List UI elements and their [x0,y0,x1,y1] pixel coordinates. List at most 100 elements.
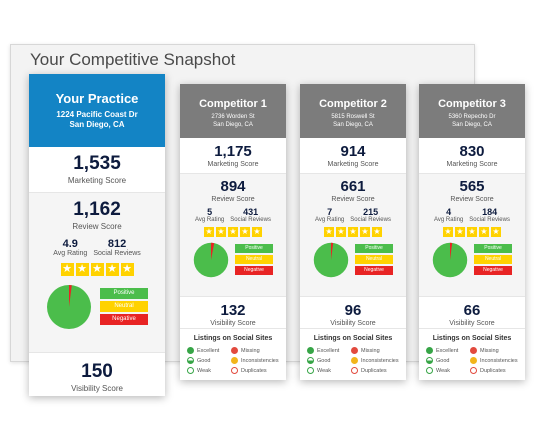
star-icon: ★ [216,227,226,237]
sentiment-legend: Positive Neutral Negative [474,243,512,277]
listing-duplicates-label: Duplicates [361,367,387,374]
star-rating: ★ ★ ★ ★ ★ [300,227,406,237]
sentiment-legend: Positive Neutral Negative [100,287,148,327]
star-icon: ★ [491,227,501,237]
missing-icon [351,347,358,354]
listing-excellent-label: Excellent [197,347,220,354]
listing-inconsistencies: Inconsistencies [231,357,286,364]
listings-section: Listings on Social Sites Excellent Missi… [300,329,406,374]
social-reviews-value: 812 [107,238,127,250]
visibility-score-label: Visibility Score [449,320,495,327]
negative-tag: Negative [235,265,273,275]
listing-good: Good [187,357,231,364]
duplicates-icon [470,367,477,374]
practice-address-line1: 1224 Pacific Coast Dr [56,110,138,119]
sentiment-pie-chart [432,242,468,278]
listing-missing: Missing [470,347,525,354]
social-reviews-label: Social Reviews [469,217,510,223]
avg-rating-stat: 4.9 Avg Rating [53,239,88,258]
sentiment-pie-negative [331,242,334,260]
competitor-address-line2: San Diego, CA [333,122,373,128]
competitor-card-3: Competitor 3 5360 Repecho Dr San Diego, … [419,84,525,380]
negative-tag: Negative [100,313,148,325]
listing-duplicates-label: Duplicates [480,367,506,374]
sentiment-pie-positive [193,242,229,278]
sentiment-pie-chart [47,285,91,329]
visibility-score-label: Visibility Score [210,320,256,327]
duplicates-icon [231,367,238,374]
visibility-score-label: Visibility Score [330,320,376,327]
star-icon: ★ [467,227,477,237]
listing-good: Good [307,357,351,364]
rating-stats: 5 Avg Rating 431 Social Reviews [180,207,286,224]
listing-weak: Weak [187,367,231,374]
listing-weak-label: Weak [197,367,211,374]
avg-rating-value: 7 [327,207,333,217]
social-reviews-value: 431 [243,207,259,217]
inconsistencies-icon [231,357,238,364]
visibility-section: 66 Visibility Score [419,297,525,329]
listing-inconsistencies: Inconsistencies [351,357,406,364]
positive-tag: Positive [100,287,148,299]
listings-legend: Excellent Missing Good Inconsistencies W… [180,347,286,374]
star-icon: ★ [120,263,134,276]
marketing-score-value: 1,535 [73,153,121,174]
avg-rating-value: 5 [207,207,213,217]
listing-duplicates: Duplicates [351,367,406,374]
listing-missing: Missing [351,347,406,354]
inconsistencies-icon [351,357,358,364]
listing-good-label: Good [317,357,331,364]
sentiment-block: Positive Neutral Negative [29,284,165,330]
excellent-icon [426,347,433,354]
sentiment-pie-chart [313,242,349,278]
social-reviews-value: 184 [482,207,498,217]
review-score-value: 565 [459,178,485,195]
good-icon [426,357,433,364]
avg-rating-label: Avg Rating [53,250,88,257]
practice-address-line2: San Diego, CA [69,120,125,129]
listing-inconsistencies-label: Inconsistencies [480,357,518,364]
negative-tag: Negative [355,265,393,275]
sentiment-legend: Positive Neutral Negative [355,243,393,277]
inconsistencies-icon [470,357,477,364]
marketing-score-label: Marketing Score [67,176,127,185]
visibility-section: 132 Visibility Score [180,297,286,329]
review-score-value: 661 [340,178,366,195]
competitor-address-line1: 2736 Worden St [211,114,255,120]
listings-section: Listings on Social Sites Excellent Missi… [419,329,525,374]
visibility-score-value: 96 [344,302,362,319]
marketing-score-section: 1,535 Marketing Score [29,147,165,193]
neutral-tag: Neutral [355,254,393,264]
social-reviews-label: Social Reviews [93,250,141,257]
duplicates-icon [351,367,358,374]
sentiment-pie-negative [450,242,453,260]
marketing-score-value: 830 [459,143,485,160]
positive-tag: Positive [355,243,393,253]
listing-missing-label: Missing [480,347,499,354]
listing-good-label: Good [197,357,211,364]
visibility-score-value: 132 [220,302,246,319]
listings-title: Listings on Social Sites [313,335,393,342]
listing-inconsistencies-label: Inconsistencies [241,357,279,364]
sentiment-legend: Positive Neutral Negative [235,243,273,277]
star-icon: ★ [252,227,262,237]
competitor-name: Competitor 1 [199,98,267,110]
listings-legend: Excellent Missing Good Inconsistencies W… [300,347,406,374]
review-score-label: Review Score [450,196,494,203]
marketing-score-section: 1,175 Marketing Score [180,138,286,174]
listing-excellent-label: Excellent [317,347,340,354]
negative-tag: Negative [474,265,512,275]
visibility-score-value: 66 [463,302,481,319]
listings-title: Listings on Social Sites [432,335,512,342]
missing-icon [470,347,477,354]
sentiment-pie-negative [69,285,72,307]
review-section: 661 Review Score 7 Avg Rating 215 Social… [300,174,406,297]
social-reviews-stat: 184 Social Reviews [469,207,510,224]
missing-icon [231,347,238,354]
marketing-score-section: 914 Marketing Score [300,138,406,174]
listings-section: Listings on Social Sites Excellent Missi… [180,329,286,374]
visibility-section: 150 Visibility Score [29,353,165,396]
sentiment-block: Positive Neutral Negative [419,242,525,278]
good-icon [187,357,194,364]
sentiment-pie-positive [313,242,349,278]
